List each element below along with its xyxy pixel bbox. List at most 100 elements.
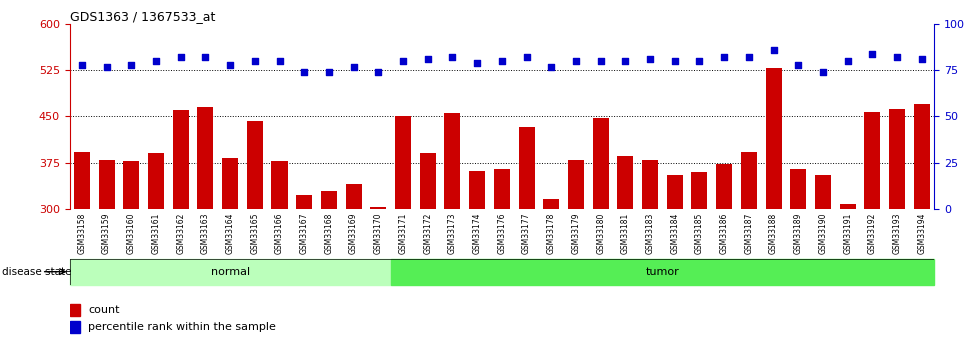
Point — [222, 62, 238, 68]
Text: GSM33165: GSM33165 — [250, 213, 259, 254]
Text: GSM33163: GSM33163 — [201, 213, 210, 254]
Bar — [419, 153, 436, 209]
Point — [297, 69, 312, 75]
Point — [865, 51, 880, 57]
Text: GSM33172: GSM33172 — [423, 213, 432, 254]
Point — [519, 55, 534, 60]
Point — [469, 60, 485, 66]
Text: GSM33183: GSM33183 — [645, 213, 655, 254]
Bar — [741, 152, 757, 209]
Bar — [543, 199, 559, 209]
Bar — [297, 195, 312, 209]
Point — [544, 64, 559, 69]
Point — [667, 58, 682, 64]
Point — [692, 58, 707, 64]
Point — [444, 55, 460, 60]
Text: GSM33179: GSM33179 — [572, 213, 581, 254]
Point — [495, 58, 510, 64]
Point — [271, 58, 287, 64]
Point — [717, 55, 732, 60]
Bar — [839, 204, 856, 209]
Text: GSM33173: GSM33173 — [448, 213, 457, 254]
Text: GSM33193: GSM33193 — [893, 213, 901, 254]
Bar — [271, 161, 288, 209]
Point — [173, 55, 188, 60]
Text: GSM33185: GSM33185 — [695, 213, 704, 254]
Point — [593, 58, 609, 64]
Text: GSM33158: GSM33158 — [77, 213, 86, 254]
Point — [371, 69, 386, 75]
Text: GSM33187: GSM33187 — [745, 213, 753, 254]
Text: GSM33167: GSM33167 — [299, 213, 309, 254]
Point — [766, 47, 781, 53]
Bar — [592, 118, 609, 209]
Point — [321, 69, 337, 75]
Bar — [70, 321, 79, 333]
Bar — [70, 304, 79, 316]
Text: GSM33168: GSM33168 — [325, 213, 333, 254]
Point — [99, 64, 114, 69]
Bar — [716, 165, 732, 209]
Bar — [692, 172, 707, 209]
Bar — [173, 110, 188, 209]
Text: tumor: tumor — [645, 267, 679, 277]
Point — [124, 62, 139, 68]
Text: GSM33159: GSM33159 — [102, 213, 111, 254]
Text: GSM33160: GSM33160 — [127, 213, 136, 254]
Point — [420, 57, 436, 62]
Bar — [765, 68, 781, 209]
Text: GSM33178: GSM33178 — [547, 213, 555, 254]
Text: GSM33171: GSM33171 — [399, 213, 408, 254]
Text: GSM33181: GSM33181 — [621, 213, 630, 254]
Bar — [494, 169, 510, 209]
Bar — [390, 259, 934, 285]
Text: GSM33186: GSM33186 — [720, 213, 728, 254]
Bar — [914, 104, 930, 209]
Bar — [617, 156, 634, 209]
Bar — [370, 207, 386, 209]
Text: GSM33174: GSM33174 — [472, 213, 482, 254]
Bar — [246, 121, 263, 209]
Bar — [519, 127, 534, 209]
Point — [149, 58, 164, 64]
Bar — [124, 161, 139, 209]
Text: GSM33170: GSM33170 — [374, 213, 383, 254]
Bar — [395, 117, 412, 209]
Text: GSM33184: GSM33184 — [670, 213, 679, 254]
Text: GSM33188: GSM33188 — [769, 213, 778, 254]
Text: GSM33189: GSM33189 — [794, 213, 803, 254]
Bar — [148, 153, 164, 209]
Point — [395, 58, 411, 64]
Bar — [73, 151, 90, 209]
Text: GSM33166: GSM33166 — [275, 213, 284, 254]
Text: GSM33192: GSM33192 — [867, 213, 877, 254]
Text: GSM33190: GSM33190 — [818, 213, 828, 254]
Text: normal: normal — [211, 267, 249, 277]
Point — [840, 58, 856, 64]
Bar — [346, 184, 361, 209]
Text: GSM33176: GSM33176 — [497, 213, 506, 254]
Point — [914, 57, 929, 62]
Bar — [70, 259, 390, 285]
Bar — [321, 191, 337, 209]
Bar — [568, 159, 584, 209]
Point — [568, 58, 583, 64]
Point — [890, 55, 905, 60]
Point — [741, 55, 756, 60]
Point — [617, 58, 633, 64]
Bar — [865, 111, 880, 209]
Text: GSM33161: GSM33161 — [152, 213, 160, 254]
Text: GSM33177: GSM33177 — [522, 213, 531, 254]
Point — [74, 62, 90, 68]
Point — [198, 55, 213, 60]
Point — [346, 64, 361, 69]
Bar — [642, 159, 658, 209]
Bar — [444, 114, 461, 209]
Bar — [222, 158, 239, 209]
Point — [642, 57, 658, 62]
Text: GDS1363 / 1367533_at: GDS1363 / 1367533_at — [70, 10, 214, 23]
Bar — [815, 175, 831, 209]
Text: GSM33169: GSM33169 — [349, 213, 358, 254]
Point — [790, 62, 806, 68]
Text: disease state: disease state — [2, 267, 71, 277]
